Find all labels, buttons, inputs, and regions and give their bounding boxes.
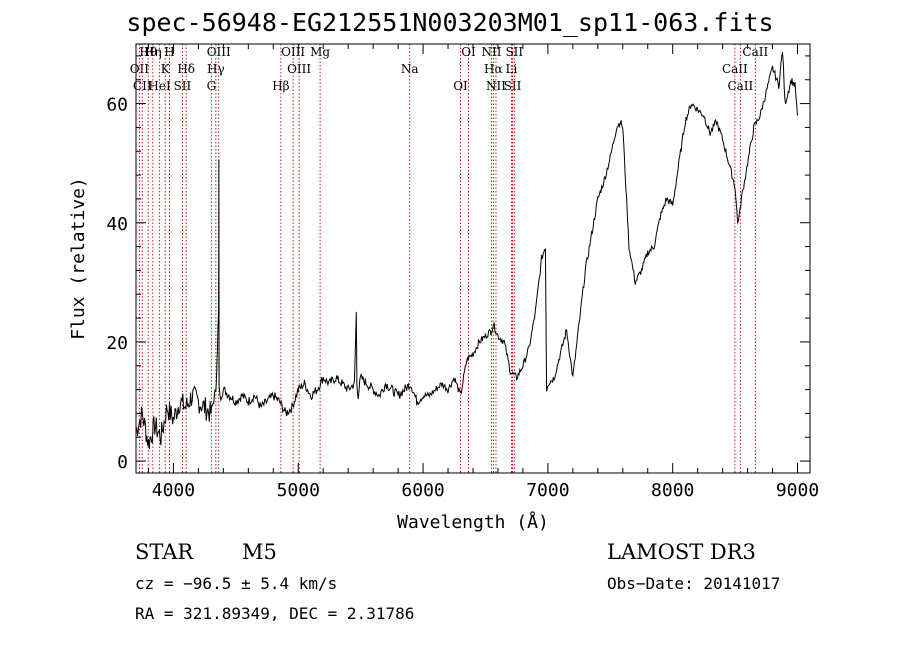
- line-label: OIII: [207, 45, 231, 59]
- obs-date-text: Obs−Date: 20141017: [607, 574, 781, 593]
- object-subclass: M5: [242, 540, 277, 564]
- line-label: OI: [453, 79, 468, 93]
- redshift-text: cz = −96.5 ± 5.4 km/s: [135, 574, 338, 593]
- x-tick-label: 8000: [651, 480, 694, 501]
- line-label: Hη: [144, 45, 162, 59]
- line-label: H: [164, 45, 174, 59]
- plot-frame: [135, 43, 811, 474]
- coordinates-text: RA = 321.89349, DEC = 2.31786: [135, 604, 415, 623]
- line-label: HeI: [148, 79, 171, 93]
- line-label: CaII: [722, 62, 748, 76]
- x-tick-label: 9000: [776, 480, 819, 501]
- line-label: Mg: [310, 45, 330, 59]
- y-tick-label: 20: [106, 333, 128, 354]
- survey-label: LAMOST DR3: [607, 540, 756, 564]
- line-label: SII: [504, 79, 522, 93]
- line-label: Hδ: [177, 62, 195, 76]
- line-label: OI: [461, 45, 476, 59]
- line-label: SII: [505, 45, 523, 59]
- line-label: G: [207, 79, 217, 93]
- y-axis-label: Flux (relative): [68, 177, 89, 340]
- x-tick-label: 7000: [526, 480, 569, 501]
- y-tick-label: 60: [106, 95, 128, 116]
- line-label: Na: [401, 62, 419, 76]
- line-label: OII: [130, 62, 150, 76]
- line-label: CII: [133, 79, 152, 93]
- line-label: K: [161, 62, 171, 76]
- object-class: STAR: [135, 540, 194, 564]
- x-tick-label: 4000: [152, 480, 195, 501]
- line-label: Hα: [484, 62, 503, 76]
- line-label: OIII: [281, 45, 305, 59]
- x-axis-label: Wavelength (Å): [397, 511, 549, 533]
- chart-title: spec-56948-EG212551N003203M01_sp11-063.f…: [126, 8, 774, 37]
- line-label: NII: [481, 45, 501, 59]
- line-label: CaII: [727, 79, 753, 93]
- line-label: OIII: [287, 62, 311, 76]
- spectrum-line: [135, 52, 798, 450]
- line-label: Hγ: [207, 62, 225, 76]
- x-tick-label: 6000: [401, 480, 444, 501]
- line-label: NII: [486, 79, 506, 93]
- x-tick-label: 5000: [277, 480, 320, 501]
- line-label: SII: [174, 79, 192, 93]
- line-label: Hβ: [272, 79, 289, 93]
- line-label: Li: [506, 62, 518, 76]
- y-tick-label: 40: [106, 214, 128, 235]
- line-label: CaII: [742, 45, 768, 59]
- y-tick-label: 0: [117, 452, 128, 473]
